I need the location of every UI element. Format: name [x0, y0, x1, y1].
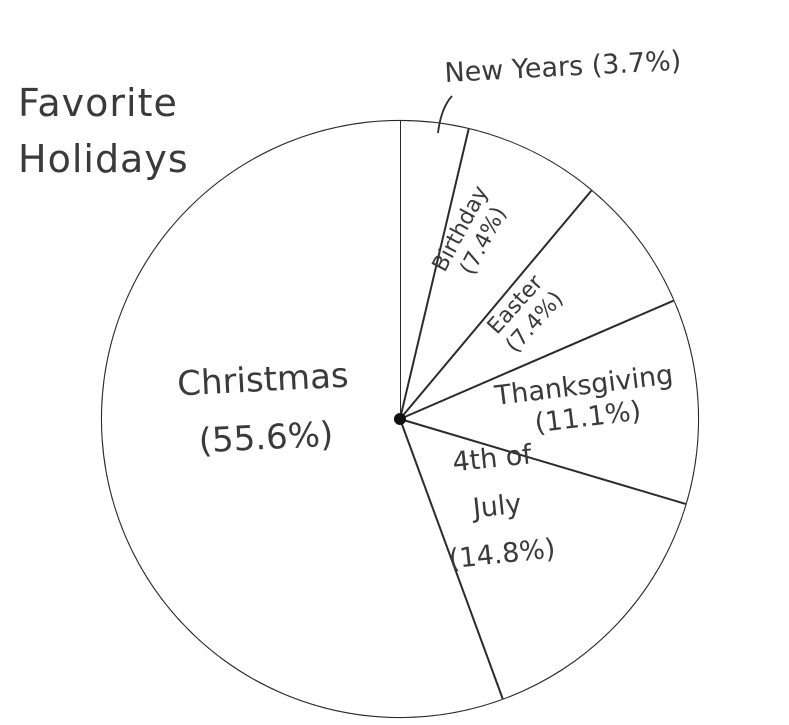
slice-label-christmas-line-1: Christmas	[176, 356, 349, 405]
slice-label-4th-of-july-line-2: July	[469, 489, 523, 525]
pie-slice-easter	[400, 190, 674, 419]
slice-divider-christmas	[399, 418, 504, 700]
chart-title-line-1: Favorite	[18, 81, 178, 125]
pie-slice-4th-of-july	[400, 419, 686, 699]
slice-label-christmas: Christmas (55.6%)	[176, 356, 352, 463]
pie-slice-thanksgiving	[400, 300, 698, 504]
new-years-leader-line	[437, 95, 453, 134]
slice-divider-birthday	[399, 128, 470, 420]
pie-slices	[101, 121, 698, 717]
pie-slice-christmas	[101, 121, 503, 717]
slice-label-new-years: New Years (3.7%)	[444, 46, 682, 89]
slice-divider-thanksgiving	[399, 299, 674, 420]
slice-divider-easter	[399, 189, 593, 420]
slice-divider-4th-of-july	[399, 418, 686, 505]
pie-center-dot	[394, 413, 406, 425]
slice-label-christmas-line-2: (55.6%)	[198, 414, 334, 461]
chart-title: Favorite Holidays	[18, 81, 189, 181]
pie-slice-birthday	[400, 129, 592, 419]
chart-title-line-2: Holidays	[18, 137, 189, 181]
slice-label-new-years-line-1: New Years (3.7%)	[444, 46, 682, 89]
